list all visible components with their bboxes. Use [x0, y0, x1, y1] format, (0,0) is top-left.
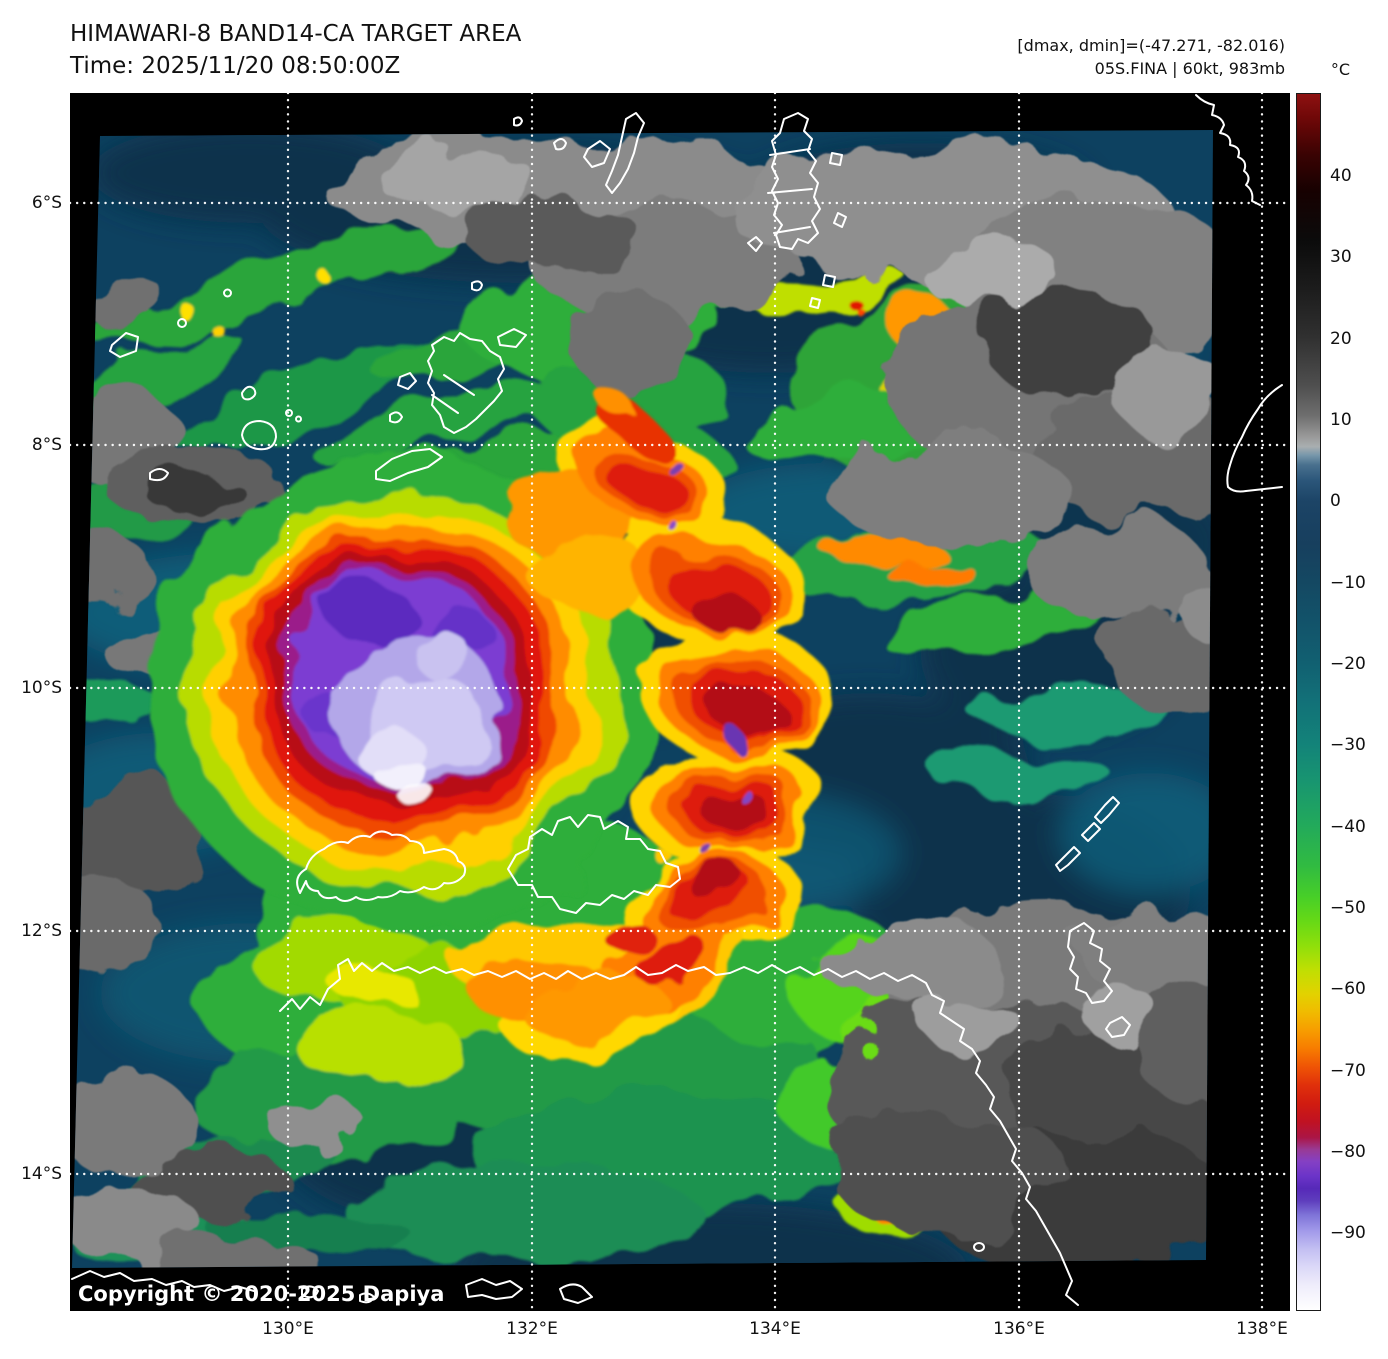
dmax-dmin-readout: [dmax, dmin]=(-47.271, -82.016): [1017, 36, 1285, 55]
timestamp: Time: 2025/11/20 08:50:00Z: [70, 53, 401, 79]
page-title: HIMAWARI-8 BAND14-CA TARGET AREA: [70, 21, 522, 47]
lon-tick-label: 132°E: [506, 1319, 558, 1339]
coastline-new-guinea-south: [1226, 384, 1283, 493]
colorbar-tick-label: −10: [1330, 573, 1366, 593]
lon-tick-label: 136°E: [993, 1319, 1045, 1339]
coastline-australia-mainland: [279, 958, 1079, 1306]
satellite-plot: Copyright © 2020-2025 Dapiya: [70, 93, 1290, 1311]
warm-cloud-gray: [72, 133, 1213, 1268]
lat-tick-label: 8°S: [31, 435, 62, 455]
colorbar-tick-label: 0: [1330, 491, 1341, 511]
lat-tick-label: 14°S: [21, 1164, 62, 1184]
lat-tick-label: 10°S: [21, 678, 62, 698]
storm-info: 05S.FINA | 60kt, 983mb: [1094, 59, 1285, 78]
colorbar-tick-label: −80: [1330, 1142, 1366, 1162]
coastline-wessel-islands: [1055, 796, 1120, 872]
colorbar-tick-label: −60: [1330, 979, 1366, 999]
coastline-aru-islands: [747, 112, 847, 309]
colorbar-tick-labels: 40 30 20 10 0 −10 −20 −30 −40 −50 −60 −7…: [1330, 93, 1386, 1311]
lat-tick-label: 12°S: [21, 921, 62, 941]
colorbar: [1296, 93, 1321, 1311]
colorbar-tick-label: −90: [1330, 1223, 1366, 1243]
colorbar-tick-label: −50: [1330, 898, 1366, 918]
coastline-tanimbar-islands: [375, 280, 527, 482]
satellite-image: [72, 130, 1213, 1268]
colorbar-tick-label: 20: [1330, 329, 1352, 349]
colorbar-tick-label: −70: [1330, 1061, 1366, 1081]
header-left: HIMAWARI-8 BAND14-CA TARGET AREA Time: 2…: [70, 18, 521, 82]
coastline-cobourg: [507, 814, 681, 914]
colorbar-tick-label: 40: [1330, 166, 1352, 186]
coastline-islet-gulf: [973, 1242, 985, 1252]
coastline-babar-islands: [513, 112, 645, 194]
gridlines: [70, 93, 1290, 1311]
lat-tick-label: 6°S: [31, 193, 62, 213]
lon-tick-label: 130°E: [262, 1319, 314, 1339]
colorbar-gradient: [1297, 94, 1320, 1310]
coastline-tiwi-islands: [296, 830, 467, 902]
lon-tick-label: 138°E: [1236, 1319, 1288, 1339]
colorbar-tick-label: −40: [1330, 817, 1366, 837]
colorbar-tick-label: 10: [1330, 410, 1352, 430]
coastline-new-guinea: [1195, 94, 1261, 206]
coastline-gove: [1067, 922, 1131, 1038]
copyright-text: Copyright © 2020-2025 Dapiya: [78, 1282, 444, 1306]
header-right: [dmax, dmin]=(-47.271, -82.016) 05S.FINA…: [1017, 34, 1285, 80]
colorbar-tick-label: 30: [1330, 247, 1352, 267]
colorbar-unit-label: °C: [1330, 60, 1350, 79]
coastline-leti-islands: [109, 288, 302, 482]
colorbar-tick-label: −20: [1330, 654, 1366, 674]
colorbar-tick-label: −30: [1330, 735, 1366, 755]
satellite-canvas: Copyright © 2020-2025 Dapiya: [70, 93, 1290, 1311]
coastlines: [71, 94, 1283, 1306]
coastline-kimberley: [71, 1270, 593, 1304]
lon-tick-label: 134°E: [749, 1319, 801, 1339]
